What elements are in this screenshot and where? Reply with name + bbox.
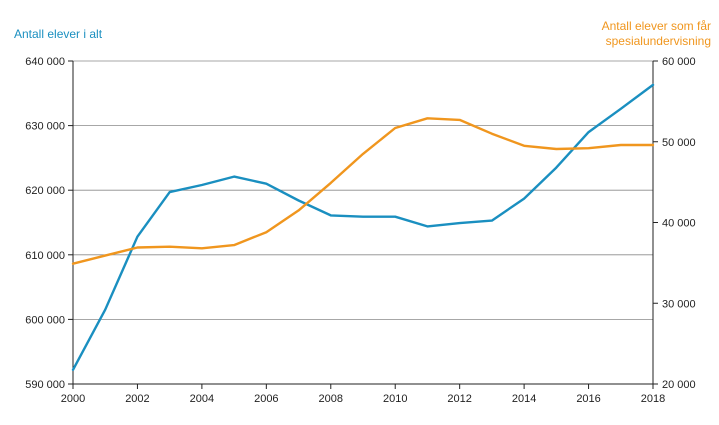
left-tick-label: 620 000 [25,185,65,197]
left-tick-label: 590 000 [25,379,65,391]
tick-labels: 2000 2002 2004 2006 2008 2010 2012 2014 2016 2018… [25,56,695,405]
right-axis-label-line-2: spesialundervisning [606,34,711,48]
x-tick-label: 2018 [641,393,665,405]
right-tick-label: 60 000 [662,56,696,68]
series-line-spesialundervisning [71,117,655,265]
right-tick-label: 40 000 [662,218,696,230]
x-tick-label: 2006 [254,393,278,405]
right-tick-label: 50 000 [662,137,696,149]
x-tick-label: 2010 [383,393,407,405]
x-tick-label: 2016 [576,393,600,405]
left-tick-label: 610 000 [25,250,65,262]
series-lines [71,83,655,371]
left-axis-label: Antall elever i alt [14,27,103,41]
x-tick-label: 2000 [61,393,85,405]
series-line-elever-i-alt [71,83,655,371]
x-tick-label: 2008 [319,393,343,405]
right-tick-label: 20 000 [662,379,696,391]
left-tick-label: 600 000 [25,314,65,326]
axes [68,60,658,389]
left-tick-label: 630 000 [25,121,65,133]
left-tick-label: 640 000 [25,56,65,68]
x-tick-label: 2012 [447,393,471,405]
x-tick-label: 2014 [512,393,536,405]
x-tick-label: 2004 [190,393,214,405]
gridlines [73,60,653,320]
right-axis-label-line-1: Antall elever som får [602,19,711,33]
right-tick-label: 30 000 [662,298,696,310]
x-tick-label: 2002 [125,393,149,405]
